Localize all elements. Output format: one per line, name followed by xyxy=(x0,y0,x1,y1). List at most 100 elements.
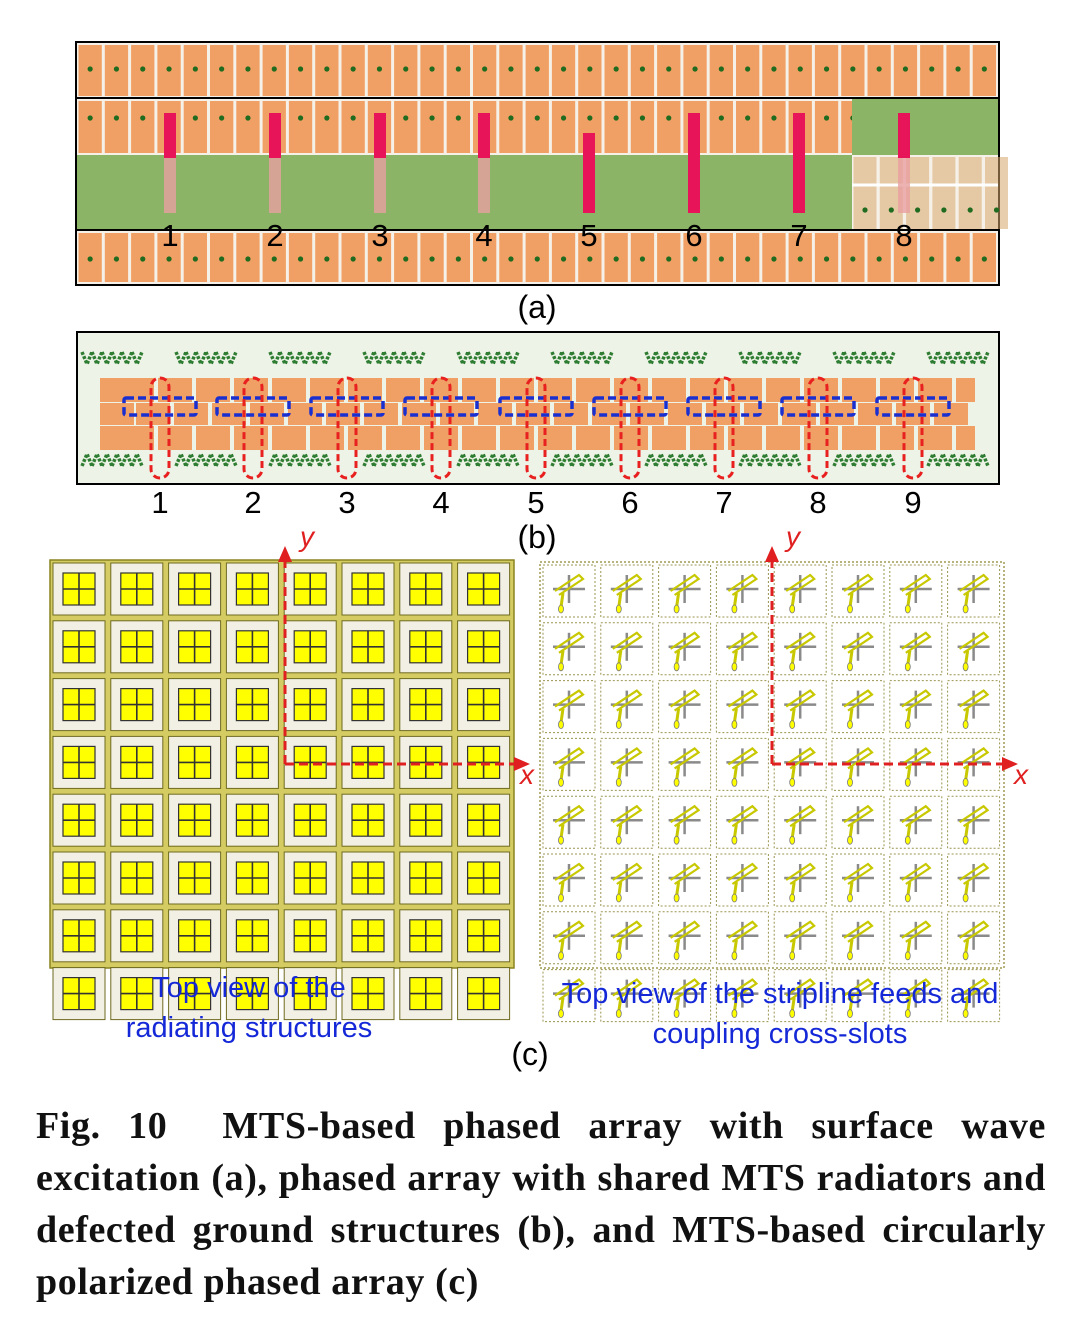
via-dot xyxy=(508,256,514,262)
panel-b-port-number: 7 xyxy=(715,485,732,520)
via-dot xyxy=(324,66,330,72)
panel-b-label: (b) xyxy=(517,519,556,555)
stripline-feed xyxy=(669,920,701,943)
feed-cell-frame xyxy=(889,622,943,676)
feed-pin xyxy=(673,835,680,845)
mts-patch xyxy=(424,426,458,450)
feed-pin xyxy=(904,778,911,787)
mts-unit-cell xyxy=(499,101,523,153)
panel-a-bottom-cell-row xyxy=(78,233,996,282)
stripline-feed xyxy=(554,920,585,943)
feed-cell-frame xyxy=(773,795,827,849)
mts-patch xyxy=(934,403,968,425)
mts-unit-cell xyxy=(630,101,655,153)
feed-line-solid xyxy=(793,113,805,158)
feed-cell-frame xyxy=(947,564,1001,618)
panel-b-port-number: 4 xyxy=(432,485,449,520)
feed-pin xyxy=(731,720,738,729)
via-dot xyxy=(113,115,120,121)
feed-pin xyxy=(962,1009,969,1018)
right-y-axis-label: y xyxy=(784,521,802,552)
via-dot xyxy=(771,66,777,72)
panel-a-green-substrate-block xyxy=(852,99,998,155)
panel-b-port-number: 9 xyxy=(904,485,921,520)
mts-patch xyxy=(402,403,436,425)
stripline-feed xyxy=(958,746,990,770)
feed-cell-frame xyxy=(715,795,769,849)
panel-a-green-substrate-strip xyxy=(77,155,852,230)
mts-unit-cell xyxy=(104,101,129,153)
stripline-feed xyxy=(901,804,932,828)
mts-patch xyxy=(918,426,952,450)
feed-pin xyxy=(789,951,796,961)
mts-patch xyxy=(158,426,192,450)
mts-unit-cell xyxy=(657,101,681,153)
stripline-feed xyxy=(958,573,990,596)
horizontal-slot-outline xyxy=(498,396,574,417)
feed-pin xyxy=(615,835,622,845)
feed-pin xyxy=(904,1009,911,1018)
stripline-feed xyxy=(612,746,643,770)
feed-line-lower xyxy=(374,158,386,213)
mts-patch xyxy=(614,426,648,450)
via-dot xyxy=(324,115,330,121)
feed-line-lower xyxy=(898,158,910,213)
via-dot xyxy=(666,256,672,262)
via-dot xyxy=(797,66,803,72)
mts-patch xyxy=(440,403,474,425)
via-dot xyxy=(87,66,93,72)
left-view-caption-line-1: Top view of the xyxy=(152,972,345,1004)
via-dot xyxy=(455,256,461,262)
feed-cell-frame xyxy=(715,853,769,907)
feed-cell-frame xyxy=(947,969,1001,1023)
via-dot xyxy=(271,256,277,262)
stripline-feed xyxy=(843,862,874,885)
via-dot xyxy=(376,66,383,72)
panel-b-mts-patch-rows xyxy=(100,378,975,450)
via-dot xyxy=(297,66,304,72)
right-x-axis-label: x xyxy=(1012,759,1029,790)
feed-cell-frame xyxy=(773,911,827,965)
feed-cell-frame xyxy=(658,969,712,1023)
right-view-caption-line-1: Top view of the stripline feeds and xyxy=(562,978,999,1010)
via-dot xyxy=(297,256,304,262)
panel-b-port-numbers: 1 2 3 4 5 6 7 8 9 xyxy=(151,485,921,520)
faded-unit-cell xyxy=(932,157,956,229)
panel-b-port-number: 5 xyxy=(527,485,544,520)
mts-unit-cell xyxy=(814,101,839,153)
mts-patch xyxy=(766,426,800,450)
feed-cell-frame xyxy=(947,795,1001,849)
right-x-arrow-icon xyxy=(1002,757,1018,771)
via-dot xyxy=(639,256,646,262)
feed-pin xyxy=(558,835,564,845)
stripline-feed xyxy=(843,573,874,596)
feed-pin xyxy=(673,720,680,729)
horizontal-slot-outline xyxy=(592,396,668,417)
feed-cell-frame xyxy=(542,853,596,907)
panel-a-top-cell-row xyxy=(78,45,996,96)
vertical-feed-outline xyxy=(242,376,264,480)
feed-pin xyxy=(789,893,796,903)
mts-patch xyxy=(592,403,626,425)
stripline-feed xyxy=(958,978,990,1001)
left-view-caption-line-2: radiating structures xyxy=(126,1012,373,1044)
stripline-feed xyxy=(958,862,990,885)
feed-pin xyxy=(615,720,622,729)
faded-unit-cell xyxy=(985,157,1008,229)
via-dot xyxy=(87,115,93,121)
feed-line-lower xyxy=(793,158,805,213)
via-dot xyxy=(718,66,724,72)
feed-cell-frame xyxy=(658,853,712,907)
feed-cell-frame xyxy=(773,622,827,676)
panel-b-shared-radiator-array: 1 2 3 4 5 6 7 8 9 (b) xyxy=(76,331,1000,555)
via-dot xyxy=(403,256,409,262)
feed-pin xyxy=(847,604,853,614)
panel-a-port-number: 6 xyxy=(685,218,702,253)
feed-line-lower xyxy=(269,158,281,213)
via-dot xyxy=(350,66,356,72)
stripline-feed xyxy=(785,689,816,712)
feed-pin xyxy=(789,1009,796,1018)
unit-cell-frame xyxy=(168,678,222,732)
feed-cell-frame xyxy=(600,911,654,965)
feed-pin xyxy=(847,951,853,961)
